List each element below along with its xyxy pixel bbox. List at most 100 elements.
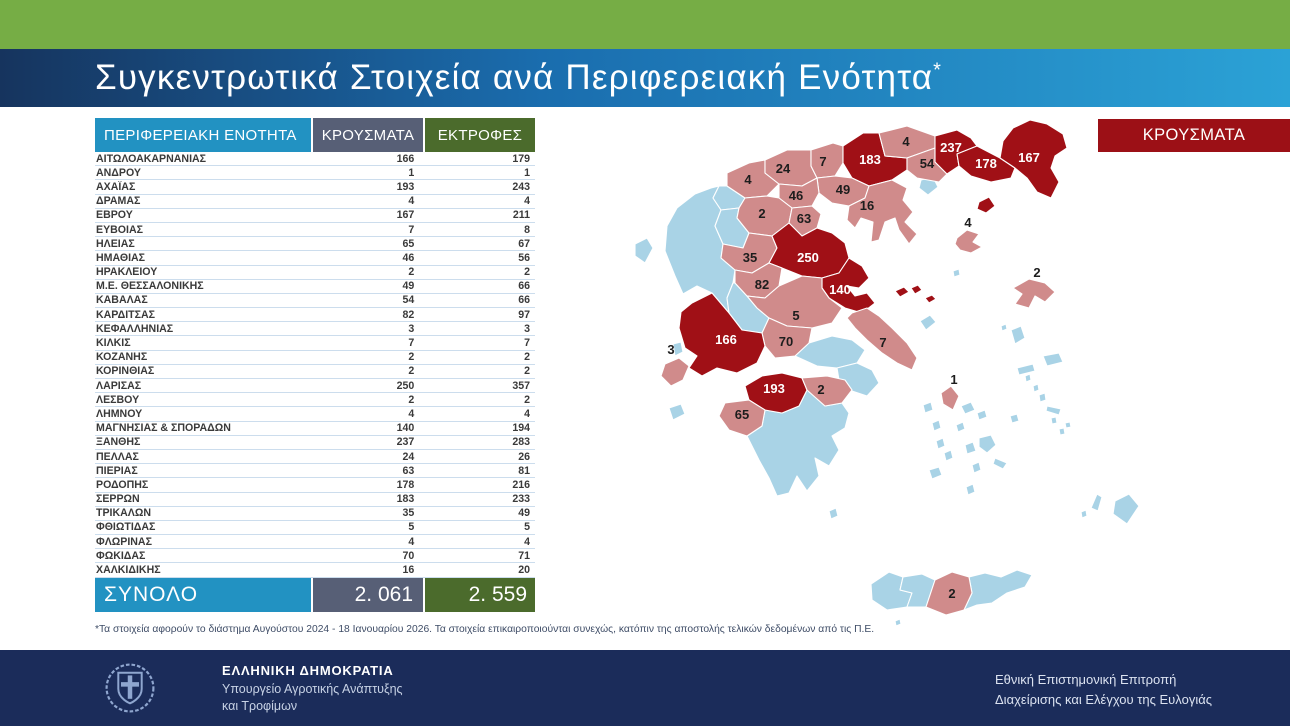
region-evros	[999, 119, 1068, 199]
region-name-cell: ΠΙΕΡΙΑΣ	[96, 464, 138, 477]
cases-cell: 54	[402, 294, 415, 307]
farms-cell: 4	[524, 195, 530, 208]
table-row: ΠΙΕΡΙΑΣ 63 81	[95, 464, 535, 479]
table-row: ΛΗΜΝΟΥ 4 4	[95, 407, 535, 422]
region-lemnos	[954, 229, 983, 254]
region-name-cell: ΗΡΑΚΛΕΙΟΥ	[96, 266, 158, 279]
cases-cell: 35	[402, 507, 415, 520]
region-name-cell: ΞΑΝΘΗΣ	[96, 436, 141, 449]
farms-cell: 97	[518, 308, 530, 321]
cases-cell: 63	[402, 464, 415, 477]
farms-cell: 357	[512, 379, 530, 392]
region-chalkidiki	[846, 179, 918, 245]
cases-cell: 3	[408, 322, 415, 335]
svg-text:35: 35	[743, 250, 757, 265]
svg-text:2: 2	[948, 586, 955, 601]
table-row: ΑΝΔΡΟΥ 1 1	[95, 166, 535, 181]
region-korinthia	[801, 375, 853, 407]
table-row: ΡΟΔΟΠΗΣ 178 216	[95, 478, 535, 493]
table-row: ΗΡΑΚΛΕΙΟΥ 2 2	[95, 266, 535, 280]
farms-cell: 3	[524, 322, 530, 335]
table-row: ΚΑΡΔΙΤΣΑΣ 82 97	[95, 308, 535, 323]
farms-cell: 211	[512, 209, 530, 222]
cases-cell: 4	[408, 195, 415, 208]
svg-text:49: 49	[836, 182, 850, 197]
farms-cell: 4	[524, 407, 530, 420]
committee-line-1: Εθνική Επιστημονική Επιτροπή	[995, 672, 1177, 687]
total-cases: 2. 061	[313, 578, 423, 612]
page-title: Συγκεντρωτικά Στοιχεία ανά Περιφερειακή …	[95, 58, 943, 97]
svg-text:183: 183	[859, 152, 881, 167]
footer: ΕΛΛΗΝΙΚΗ ΔΗΜΟΚΡΑΤΙΑ Υπουργείο Αγροτικής …	[0, 650, 1290, 726]
svg-text:2: 2	[758, 206, 765, 221]
cases-cell: 5	[408, 521, 415, 534]
table-row: ΞΑΝΘΗΣ 237 283	[95, 436, 535, 450]
region-name-cell: ΗΛΕΙΑΣ	[96, 237, 135, 250]
cases-cell: 178	[396, 478, 415, 491]
farms-cell: 66	[518, 294, 530, 307]
ministry-line-2: και Τροφίμων	[222, 698, 298, 713]
table-row: ΕΥΒΟΙΑΣ 7 8	[95, 223, 535, 238]
svg-text:4: 4	[902, 134, 910, 149]
farms-cell: 2	[524, 393, 530, 406]
svg-text:46: 46	[789, 188, 803, 203]
cases-cell: 250	[396, 379, 415, 392]
farms-cell: 194	[512, 422, 530, 435]
farms-cell: 2	[524, 266, 530, 279]
svg-text:193: 193	[763, 381, 785, 396]
table-header: ΠΕΡΙΦΕΡΕΙΑΚΗ ΕΝΟΤΗΤΑ ΚΡΟΥΣΜΑΤΑ ΕΚΤΡΟΦΕΣ	[95, 118, 535, 152]
table-row: ΔΡΑΜΑΣ 4 4	[95, 195, 535, 209]
farms-cell: 8	[524, 223, 530, 236]
cases-cell: 2	[408, 393, 415, 406]
farms-cell: 216	[512, 478, 530, 491]
table-row: ΤΡΙΚΑΛΩΝ 35 49	[95, 507, 535, 521]
table-row: ΗΜΑΘΙΑΣ 46 56	[95, 251, 535, 266]
total-label: ΣΥΝΟΛΟ	[95, 578, 311, 612]
table-row: ΦΛΩΡΙΝΑΣ 4 4	[95, 535, 535, 550]
table-row: ΕΒΡΟΥ 167 211	[95, 209, 535, 223]
region-andros	[940, 385, 960, 411]
table-row: ΚΙΛΚΙΣ 7 7	[95, 336, 535, 351]
farms-cell: 1	[524, 166, 530, 179]
cases-cell: 2	[408, 351, 415, 364]
svg-text:140: 140	[829, 282, 851, 297]
region-name-cell: ΧΑΛΚΙΔΙΚΗΣ	[96, 564, 161, 577]
table-row: ΑΙΤΩΛΟΑΚΑΡΝΑΝΙΑΣ 166 179	[95, 152, 535, 167]
region-name-cell: ΚΑΡΔΙΤΣΑΣ	[96, 308, 155, 321]
table-row: ΚΕΦΑΛΛΗΝΙΑΣ 3 3	[95, 322, 535, 337]
region-evia	[846, 307, 918, 371]
table-row: ΗΛΕΙΑΣ 65 67	[95, 237, 535, 252]
region-name-cell: ΦΘΙΩΤΙΔΑΣ	[96, 521, 156, 534]
svg-text:82: 82	[755, 277, 769, 292]
farms-cell: 2	[524, 365, 530, 378]
map-value-labels: 4 24 7 183 4 54 237 178 167 49 46 2 63 1…	[667, 134, 1040, 601]
region-name-cell: ΕΒΡΟΥ	[96, 209, 133, 222]
region-name-cell: ΜΑΓΝΗΣΙΑΣ & ΣΠΟΡΑΔΩΝ	[96, 422, 231, 435]
region-name-cell: ΕΥΒΟΙΑΣ	[96, 223, 143, 236]
svg-text:167: 167	[1018, 150, 1040, 165]
svg-text:7: 7	[879, 335, 886, 350]
cases-cell: 7	[408, 337, 415, 350]
total-row: ΣΥΝΟΛΟ 2. 061 2. 559	[95, 578, 535, 612]
cases-cell: 237	[396, 436, 415, 449]
table-row: ΑΧΑΪΑΣ 193 243	[95, 180, 535, 195]
svg-text:2: 2	[817, 382, 824, 397]
farms-cell: 81	[518, 464, 530, 477]
svg-text:4: 4	[744, 172, 752, 187]
svg-text:63: 63	[797, 211, 811, 226]
cases-cell: 7	[408, 223, 415, 236]
farms-cell: 243	[512, 180, 530, 193]
svg-text:7: 7	[819, 154, 826, 169]
region-name-cell: ΚΙΛΚΙΣ	[96, 337, 131, 350]
farms-cell: 179	[512, 152, 530, 165]
region-name-cell: ΡΟΔΟΠΗΣ	[96, 478, 149, 491]
region-name-cell: ΛΑΡΙΣΑΣ	[96, 379, 142, 392]
farms-cell: 2	[524, 351, 530, 364]
region-name-cell: ΔΡΑΜΑΣ	[96, 195, 141, 208]
table-row: ΜΑΓΝΗΣΙΑΣ & ΣΠΟΡΑΔΩΝ 140 194	[95, 422, 535, 436]
table-row: ΧΑΛΚΙΔΙΚΗΣ 16 20	[95, 563, 535, 578]
table-row: ΦΘΙΩΤΙΔΑΣ 5 5	[95, 521, 535, 536]
table-row: ΦΩΚΙΔΑΣ 70 71	[95, 549, 535, 564]
farms-cell: 49	[518, 507, 530, 520]
svg-text:166: 166	[715, 332, 737, 347]
